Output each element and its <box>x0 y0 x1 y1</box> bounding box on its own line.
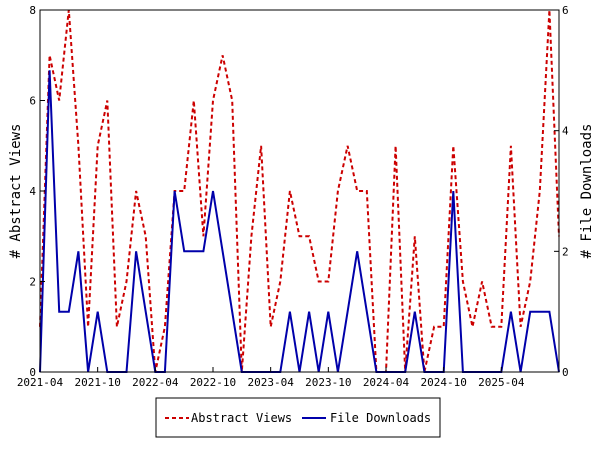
left-y-tick-label: 0 <box>29 366 36 379</box>
legend-box <box>155 397 441 438</box>
right-y-tick-label: 6 <box>562 4 569 17</box>
left-y-tick-label: 4 <box>29 185 36 198</box>
plot-area <box>40 10 559 372</box>
left-axis-title: # Abstract Views <box>8 124 24 259</box>
x-tick-label: 2024-10 <box>420 376 466 389</box>
x-tick-label: 2023-04 <box>247 376 294 389</box>
x-tick-label: 2024-04 <box>363 376 410 389</box>
axes-layer: 0 2 4 6 8 0 2 4 6 2021-04 2021-10 2022-04 2022-10 202… <box>17 4 569 389</box>
x-tick-label: 2021-04 <box>17 376 64 389</box>
left-y-tick-label: 2 <box>29 276 36 289</box>
right-y-tick-label: 4 <box>562 125 569 138</box>
x-tick-label: 2021-10 <box>74 376 120 389</box>
left-y-tick-label: 6 <box>29 95 36 108</box>
series-line-abstract-views <box>39 9 560 373</box>
plot-background <box>40 10 559 372</box>
legend: Abstract Views File Downloads <box>155 397 441 438</box>
right-y-tick-label: 2 <box>562 245 569 258</box>
legend-label-file-downloads: File Downloads <box>330 411 431 425</box>
right-y-tick-label: 0 <box>562 366 569 379</box>
x-tick-label: 2025-04 <box>478 376 525 389</box>
legend-label-abstract-views: Abstract Views <box>191 411 292 425</box>
x-tick-label: 2022-10 <box>190 376 236 389</box>
x-tick-label: 2022-04 <box>132 376 179 389</box>
right-axis-title: # File Downloads <box>579 124 595 259</box>
x-tick-label: 2023-10 <box>305 376 351 389</box>
left-y-tick-label: 8 <box>29 4 36 17</box>
